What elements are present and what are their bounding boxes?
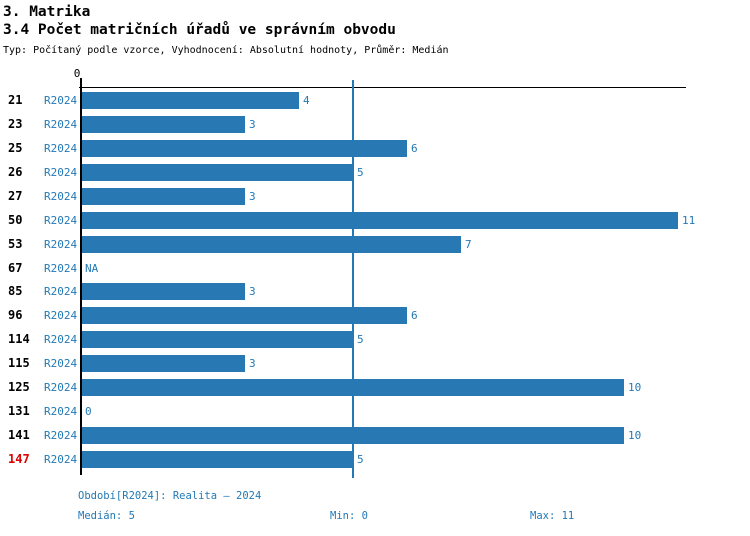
bar	[82, 140, 407, 157]
chapter-title: 3. Matrika	[3, 4, 91, 20]
bar-value-label: 10	[628, 381, 642, 394]
x-axis-zero-tick-label: 0	[73, 67, 81, 80]
bar-value-label: 10	[628, 429, 642, 442]
min-stat-label: Min: 0	[330, 510, 368, 522]
row-category-label: 125	[8, 380, 30, 394]
bar-value-label: 4	[303, 94, 310, 107]
bar-value-label: 5	[357, 453, 364, 466]
row-series-label: R2024	[44, 453, 78, 466]
bar	[82, 212, 678, 229]
row-series-label: R2024	[44, 309, 78, 322]
bar	[82, 188, 245, 205]
row-category-label: 50	[8, 213, 23, 227]
bar-value-label: 3	[249, 190, 256, 203]
row-series-label: R2024	[44, 238, 78, 251]
bar	[82, 355, 245, 372]
bar-value-label: 5	[357, 333, 364, 346]
bar	[82, 283, 245, 300]
bar	[82, 164, 353, 181]
row-category-label: 115	[8, 356, 30, 370]
bar-value-label: 5	[357, 166, 364, 179]
max-stat-label: Max: 11	[530, 510, 575, 522]
row-series-label: R2024	[44, 381, 78, 394]
bar	[82, 427, 624, 444]
row-series-label: R2024	[44, 262, 78, 275]
row-category-label: 96	[8, 308, 23, 322]
bar	[82, 307, 407, 324]
bar-value-label: 11	[682, 214, 696, 227]
row-series-label: R2024	[44, 333, 78, 346]
row-series-label: R2024	[44, 118, 78, 131]
row-series-label: R2024	[44, 214, 78, 227]
row-series-label: R2024	[44, 429, 78, 442]
row-series-label: R2024	[44, 166, 78, 179]
bar	[82, 379, 624, 396]
row-category-label: 85	[8, 284, 23, 298]
bar-value-label: 0	[85, 405, 92, 418]
bar	[82, 116, 245, 133]
bar	[82, 236, 461, 253]
row-series-label: R2024	[44, 94, 78, 107]
row-category-label: 114	[8, 332, 30, 346]
row-series-label: R2024	[44, 190, 78, 203]
bar-value-label: 7	[465, 238, 472, 251]
row-series-label: R2024	[44, 142, 78, 155]
row-category-label: 67	[8, 261, 23, 275]
period-legend-label: Období[R2024]: Realita – 2024	[78, 490, 262, 502]
bar-value-label: NA	[85, 262, 99, 275]
bar-value-label: 3	[249, 285, 256, 298]
row-category-label: 21	[8, 93, 23, 107]
row-category-label: 147	[8, 452, 30, 466]
y-axis-line	[80, 78, 82, 475]
row-category-label: 23	[8, 117, 23, 131]
row-category-label: 26	[8, 165, 23, 179]
bar-value-label: 6	[411, 142, 418, 155]
page-title: 3.4 Počet matričních úřadů ve správním o…	[3, 22, 396, 38]
bar-value-label: 3	[249, 357, 256, 370]
row-category-label: 27	[8, 189, 23, 203]
row-series-label: R2024	[44, 405, 78, 418]
median-reference-line	[352, 80, 354, 478]
row-category-label: 53	[8, 237, 23, 251]
row-category-label: 141	[8, 428, 30, 442]
bar	[82, 451, 353, 468]
row-category-label: 131	[8, 404, 30, 418]
x-axis-line	[79, 87, 686, 88]
bar	[82, 92, 299, 109]
median-stat-label: Medián: 5	[78, 510, 135, 522]
chart-meta-line: Typ: Počítaný podle vzorce, Vyhodnocení:…	[3, 45, 449, 56]
row-category-label: 25	[8, 141, 23, 155]
bar-value-label: 3	[249, 118, 256, 131]
row-series-label: R2024	[44, 285, 78, 298]
bar-value-label: 6	[411, 309, 418, 322]
row-series-label: R2024	[44, 357, 78, 370]
bar	[82, 331, 353, 348]
